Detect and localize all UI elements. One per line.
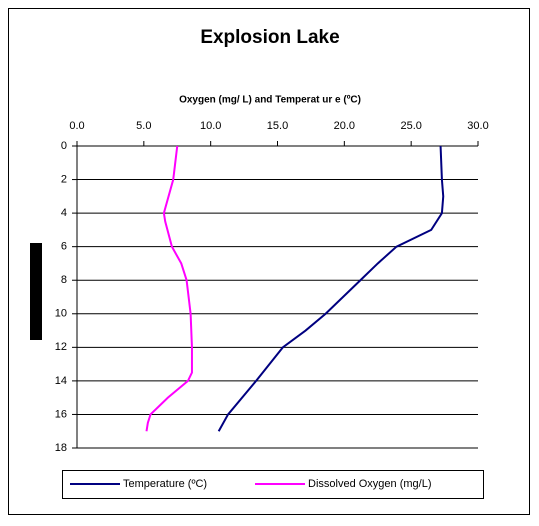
x-tick-label: 10.0 — [200, 120, 221, 132]
x-tick-label: 20.0 — [334, 120, 355, 132]
redaction — [30, 243, 42, 340]
y-tick-label: 18 — [55, 442, 67, 454]
y-tick-label: 4 — [61, 207, 67, 219]
y-tick-label: 12 — [55, 341, 67, 353]
x-tick-label: 30.0 — [467, 120, 488, 132]
chart-border — [8, 8, 530, 515]
chart-title: Explosion Lake — [200, 27, 339, 48]
y-tick-label: 10 — [55, 308, 67, 320]
x-tick-label: 0.0 — [69, 120, 84, 132]
y-tick-label: 6 — [61, 241, 67, 253]
legend-label: Dissolved Oxygen (mg/L) — [308, 478, 432, 490]
y-tick-label: 16 — [55, 408, 67, 420]
x-tick-label: 25.0 — [400, 120, 421, 132]
series-line — [145, 145, 193, 432]
x-axis-title: Oxygen (mg/ L) and Temperat ur e (ºC) — [179, 95, 361, 106]
y-tick-label: 0 — [61, 140, 67, 152]
y-tick-label: 8 — [61, 274, 67, 286]
x-tick-label: 15.0 — [267, 120, 288, 132]
x-tick-label: 5.0 — [136, 120, 151, 132]
series-line — [217, 145, 445, 432]
y-tick-label: 14 — [55, 375, 67, 387]
legend-label: Temperature (ºC) — [123, 478, 207, 490]
y-tick-label: 2 — [61, 173, 67, 185]
